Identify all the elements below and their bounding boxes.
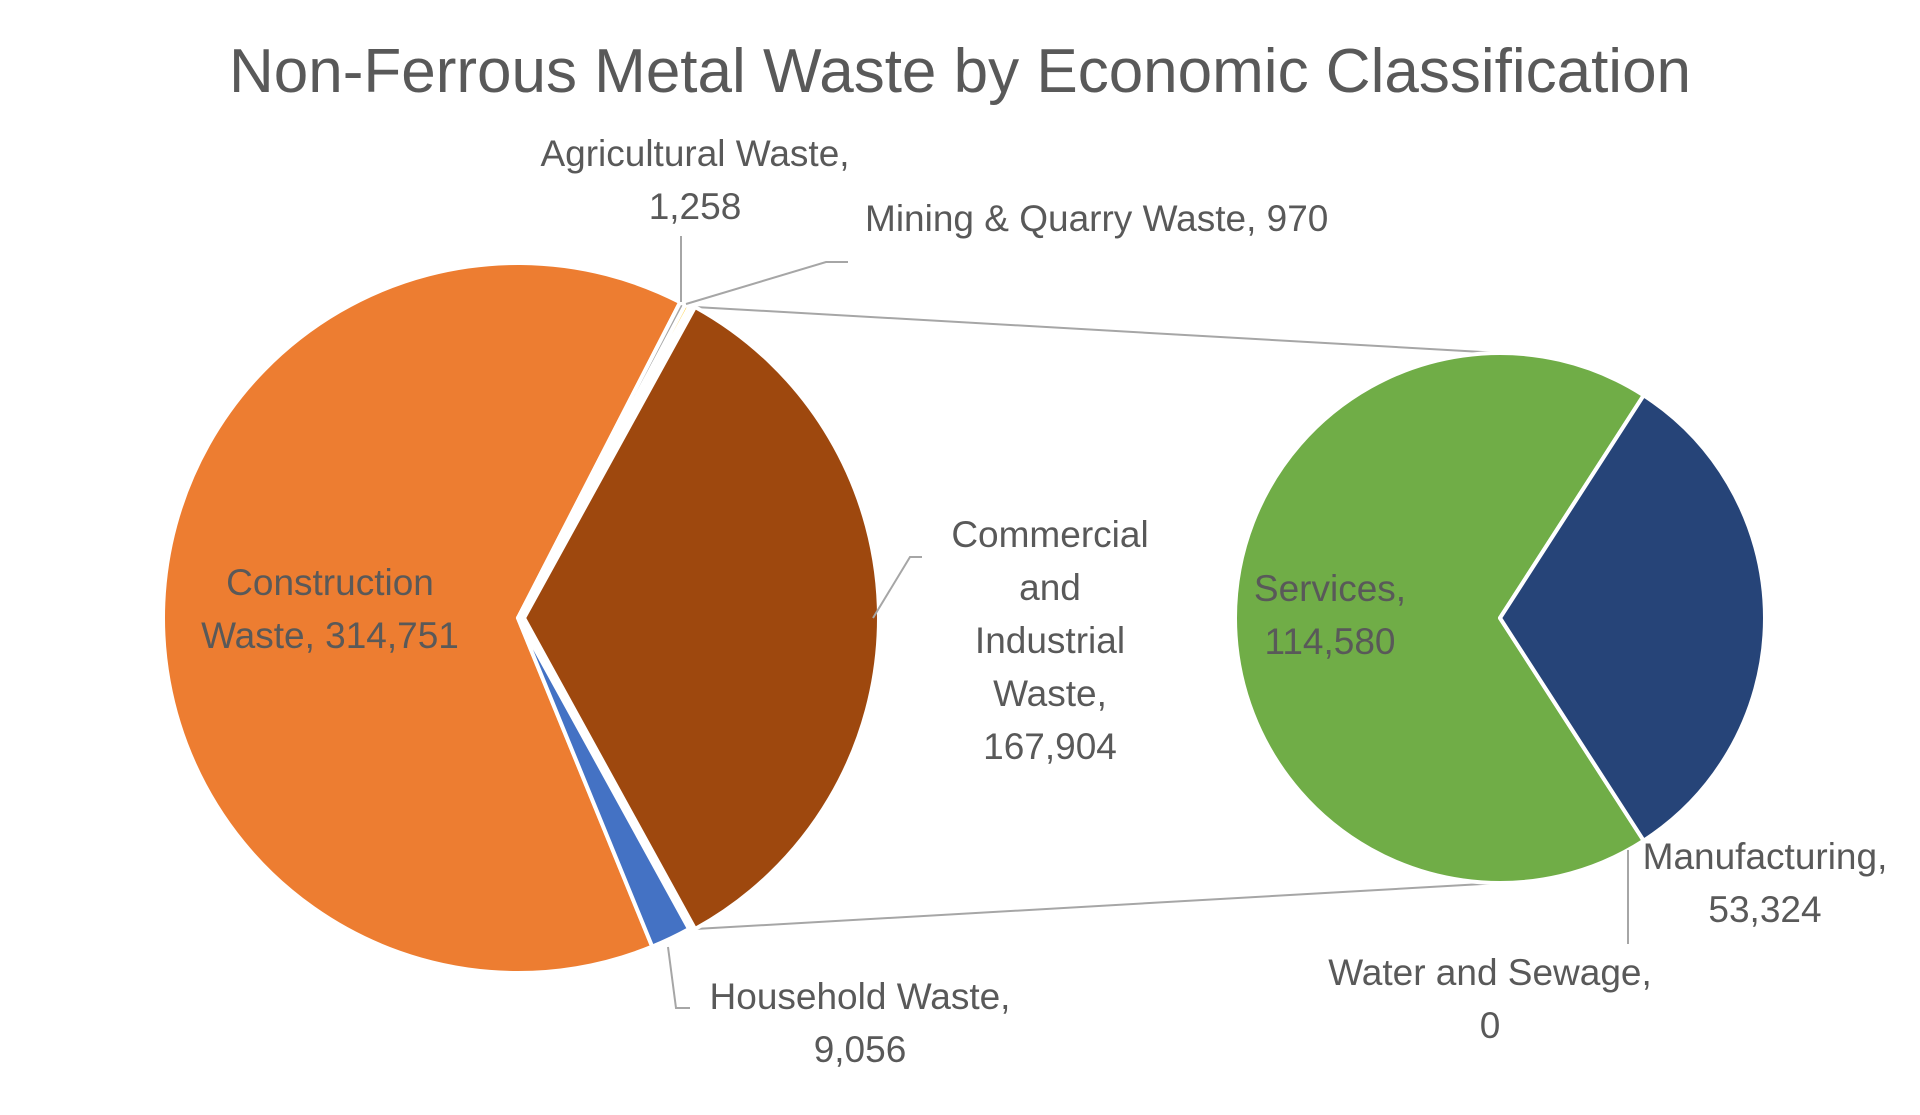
leader-line-household <box>667 946 690 1009</box>
chart-title: Non-Ferrous Metal Waste by Economic Clas… <box>228 37 1692 106</box>
connector-line-top <box>695 305 1501 354</box>
data-label-construction: Construction Waste, 314,751 <box>201 562 459 656</box>
pie-slice-commercial-and-industrial-waste <box>522 304 881 932</box>
secondary-pie <box>1233 351 1767 885</box>
data-label-mining: Mining & Quarry Waste, 970 <box>865 198 1329 239</box>
pie-slice-construction-waste <box>161 261 683 975</box>
data-label-commercial: Commercial and Industrial Waste, 167,904 <box>951 514 1149 767</box>
data-label-water-sewage: Water and Sewage, 0 <box>1328 952 1652 1046</box>
connector-lines <box>695 305 1501 931</box>
pie-slice-household-waste <box>516 616 692 949</box>
connector-line-bottom <box>695 882 1501 931</box>
data-label-agricultural: Agricultural Waste, 1,258 <box>540 133 850 227</box>
pie-slice-manufacturing <box>1498 393 1767 843</box>
data-label-household: Household Waste, 9,056 <box>709 976 1011 1070</box>
pie-slice-mining-quarry-waste <box>516 302 692 620</box>
leader-lines <box>667 236 1629 1009</box>
pie-slice-services <box>1233 351 1646 885</box>
data-label-services: Services, 114,580 <box>1253 568 1407 662</box>
data-label-manufacturing: Manufacturing, 53,324 <box>1642 836 1888 930</box>
leader-line-commercial <box>872 556 922 619</box>
leader-line-mining <box>685 261 848 305</box>
primary-pie <box>161 261 881 975</box>
